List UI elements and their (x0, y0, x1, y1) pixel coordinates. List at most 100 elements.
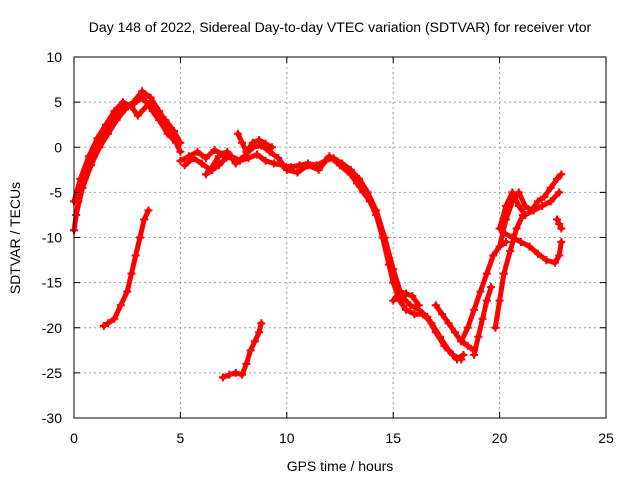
point-marker (314, 165, 323, 174)
grid (74, 57, 606, 418)
point-marker (389, 265, 398, 274)
point-marker (491, 323, 500, 332)
point-marker (478, 314, 487, 323)
point-marker (463, 341, 472, 350)
point-marker (140, 215, 149, 224)
point-marker (499, 228, 508, 237)
point-marker (546, 197, 555, 206)
y-tick-label: 10 (46, 49, 62, 65)
point-marker (138, 87, 147, 96)
point-marker (127, 269, 136, 278)
point-marker (346, 165, 355, 174)
point-marker (253, 150, 262, 159)
y-tick-label: -10 (42, 230, 62, 246)
point-marker (133, 111, 142, 120)
x-tick-labels: 0 5 10 15 20 25 (70, 430, 614, 446)
y-tick-label: 0 (54, 139, 62, 155)
point-marker (161, 116, 170, 125)
point-marker (389, 296, 398, 305)
point-marker (214, 161, 223, 170)
point-marker (495, 242, 504, 251)
point-marker (495, 224, 504, 233)
point-marker (110, 107, 119, 116)
point-marker (104, 129, 113, 138)
x-axis-label: GPS time / hours (287, 458, 394, 474)
point-marker (501, 201, 510, 210)
point-marker (242, 147, 251, 156)
point-marker (459, 350, 468, 359)
point-marker (180, 161, 189, 170)
point-marker (325, 152, 334, 161)
point-marker (470, 305, 479, 314)
point-marker (101, 120, 110, 129)
point-marker (99, 321, 108, 330)
point-marker (501, 238, 510, 247)
point-marker (555, 188, 564, 197)
x-tick-label: 10 (279, 430, 295, 446)
point-marker (457, 337, 466, 346)
point-marker (261, 139, 270, 148)
point-marker (499, 269, 508, 278)
point-marker (414, 301, 423, 310)
point-marker (508, 233, 517, 242)
point-marker (431, 301, 440, 310)
point-marker (463, 323, 472, 332)
point-marker (176, 147, 185, 156)
point-marker (557, 224, 566, 233)
x-tick-label: 15 (385, 430, 401, 446)
y-tick-label: -30 (42, 410, 62, 426)
series-track-main-morning-c (71, 99, 183, 204)
point-marker (176, 156, 185, 165)
point-marker (193, 147, 202, 156)
point-marker (431, 328, 440, 337)
point-marker (214, 152, 223, 161)
y-tick-label: -25 (42, 365, 62, 381)
point-marker (444, 319, 453, 328)
point-marker (514, 201, 523, 210)
point-marker (521, 210, 530, 219)
x-tick-label: 5 (177, 430, 185, 446)
point-marker (476, 287, 485, 296)
point-marker (146, 93, 155, 102)
point-marker (355, 174, 364, 183)
point-marker (423, 312, 432, 321)
point-marker (274, 154, 283, 163)
point-marker (197, 159, 206, 168)
point-marker (516, 238, 525, 247)
point-marker (87, 161, 96, 170)
point-marker (553, 174, 562, 183)
point-marker (474, 332, 483, 341)
point-marker (540, 192, 549, 201)
point-marker (267, 143, 276, 152)
point-marker (457, 355, 466, 364)
point-marker (163, 129, 172, 138)
point-marker (95, 143, 104, 152)
point-marker (406, 301, 415, 310)
point-marker (121, 105, 130, 114)
y-tick-labels: -30 -25 -20 -15 -10 -5 0 5 10 (42, 49, 62, 426)
point-marker (557, 170, 566, 179)
point-marker (489, 251, 498, 260)
point-marker (93, 134, 102, 143)
series-layer (70, 87, 566, 382)
point-marker (255, 136, 264, 145)
y-axis-label: SDTVAR / TECUs (7, 182, 23, 294)
point-marker (508, 188, 517, 197)
point-marker (223, 147, 232, 156)
point-marker (176, 138, 185, 147)
point-marker (438, 310, 447, 319)
point-marker (372, 206, 381, 215)
point-marker (72, 210, 81, 219)
point-marker (129, 98, 138, 107)
point-marker (218, 373, 227, 382)
point-marker (246, 346, 255, 355)
point-marker (127, 102, 136, 111)
point-marker (533, 197, 542, 206)
point-marker (208, 165, 217, 174)
point-marker (336, 161, 344, 170)
y-tick-label: -5 (50, 184, 63, 200)
point-marker (395, 287, 404, 296)
point-marker (401, 289, 410, 298)
x-tick-label: 20 (492, 430, 508, 446)
